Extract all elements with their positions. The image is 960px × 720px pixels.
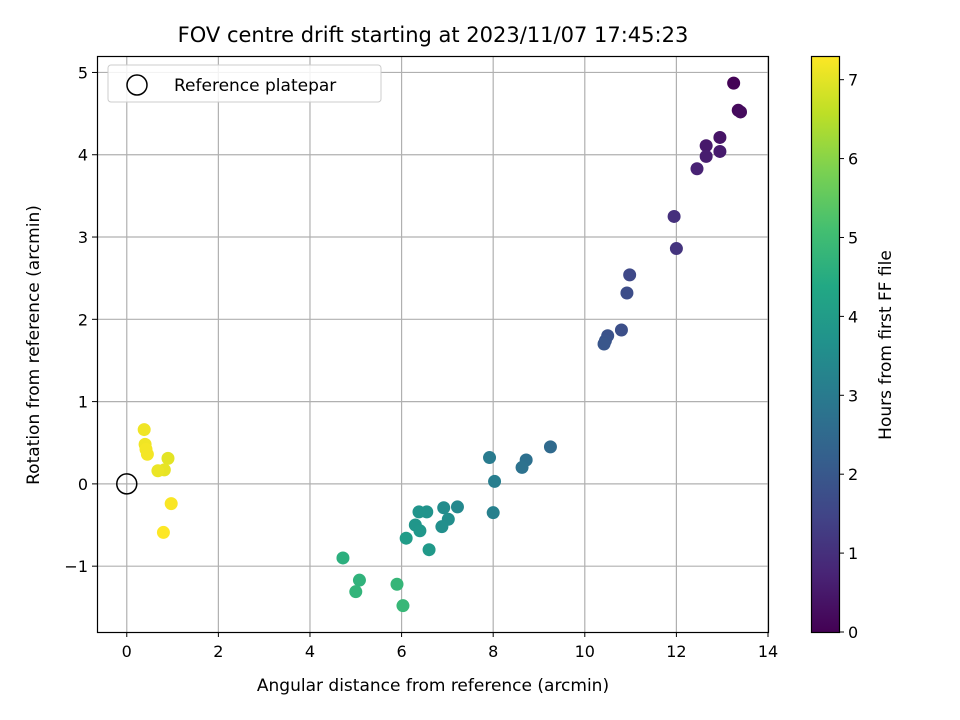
data-point [713, 130, 727, 144]
data-point [543, 440, 557, 454]
data-point [412, 505, 426, 519]
data-point [699, 149, 713, 163]
data-point [164, 497, 178, 511]
colorbar-gradient [811, 56, 839, 632]
colorbar-tick-label: 0 [848, 623, 858, 642]
colorbar: 0 1 2 3 4 5 6 7 Hours from first FF file [810, 55, 896, 642]
legend-reference-marker [126, 74, 148, 96]
data-point [515, 460, 529, 474]
reference-platepar-point [116, 473, 138, 495]
y-axis-ticks: −1 0 1 2 3 4 5 [64, 63, 97, 576]
data-point [399, 531, 413, 545]
data-point [727, 76, 741, 90]
x-tick-label: 0 [122, 642, 132, 661]
data-point [614, 323, 628, 337]
data-point [623, 268, 637, 282]
y-tick-label: −1 [64, 557, 88, 576]
y-axis-label: Rotation from reference (arcmin) [24, 205, 44, 485]
data-point [450, 500, 464, 514]
data-point [597, 337, 611, 351]
reference-marker [116, 473, 138, 495]
data-point [620, 286, 634, 300]
data-point [422, 543, 436, 557]
x-tick-label: 4 [305, 642, 315, 661]
x-tick-label: 6 [396, 642, 406, 661]
data-point [669, 242, 683, 256]
data-point [156, 525, 170, 539]
legend-label: Reference platepar [174, 76, 336, 96]
data-points [137, 76, 748, 613]
data-point [140, 447, 154, 461]
legend: Reference platepar [107, 64, 382, 103]
y-tick-label: 2 [78, 310, 88, 329]
x-tick-label: 14 [758, 642, 778, 661]
colorbar-tick-label: 6 [848, 150, 858, 169]
data-point [161, 451, 175, 465]
plot-frame [96, 55, 770, 634]
x-tick-label: 12 [666, 642, 686, 661]
data-point [390, 577, 404, 591]
y-tick-label: 5 [78, 63, 88, 82]
x-tick-label: 8 [488, 642, 498, 661]
colorbar-frame [810, 55, 841, 634]
colorbar-label: Hours from first FF file [876, 250, 896, 440]
data-point [713, 144, 727, 158]
data-point [483, 451, 497, 465]
data-point [488, 474, 502, 488]
x-tick-label: 2 [213, 642, 223, 661]
chart-title: FOV centre drift starting at 2023/11/07 … [178, 23, 689, 47]
y-tick-label: 1 [78, 393, 88, 412]
data-point [336, 551, 350, 565]
data-point [486, 506, 500, 520]
x-axis-ticks: 0 2 4 6 8 10 12 14 [122, 632, 778, 661]
colorbar-tick-label: 2 [848, 465, 858, 484]
legend-box [107, 64, 382, 103]
x-tick-label: 10 [575, 642, 595, 661]
data-point [699, 139, 713, 153]
data-point [352, 573, 366, 587]
data-point [137, 423, 151, 437]
data-point [349, 585, 363, 599]
colorbar-ticks: 0 1 2 3 4 5 6 7 [839, 71, 858, 642]
data-point [435, 520, 449, 534]
colorbar-tick-label: 7 [848, 71, 858, 90]
y-tick-label: 3 [78, 228, 88, 247]
colorbar-tick-label: 1 [848, 544, 858, 563]
colorbar-tick-label: 5 [848, 228, 858, 247]
data-point [734, 105, 748, 119]
data-point [396, 599, 410, 613]
y-tick-label: 4 [78, 146, 88, 165]
data-point [151, 464, 165, 478]
y-tick-label: 0 [78, 475, 88, 494]
colorbar-tick-label: 3 [848, 386, 858, 405]
data-point [667, 209, 681, 223]
colorbar-tick-label: 4 [848, 307, 858, 326]
x-axis-label: Angular distance from reference (arcmin) [257, 676, 609, 696]
data-point [437, 501, 451, 515]
data-point [690, 162, 704, 176]
data-point [413, 524, 427, 538]
